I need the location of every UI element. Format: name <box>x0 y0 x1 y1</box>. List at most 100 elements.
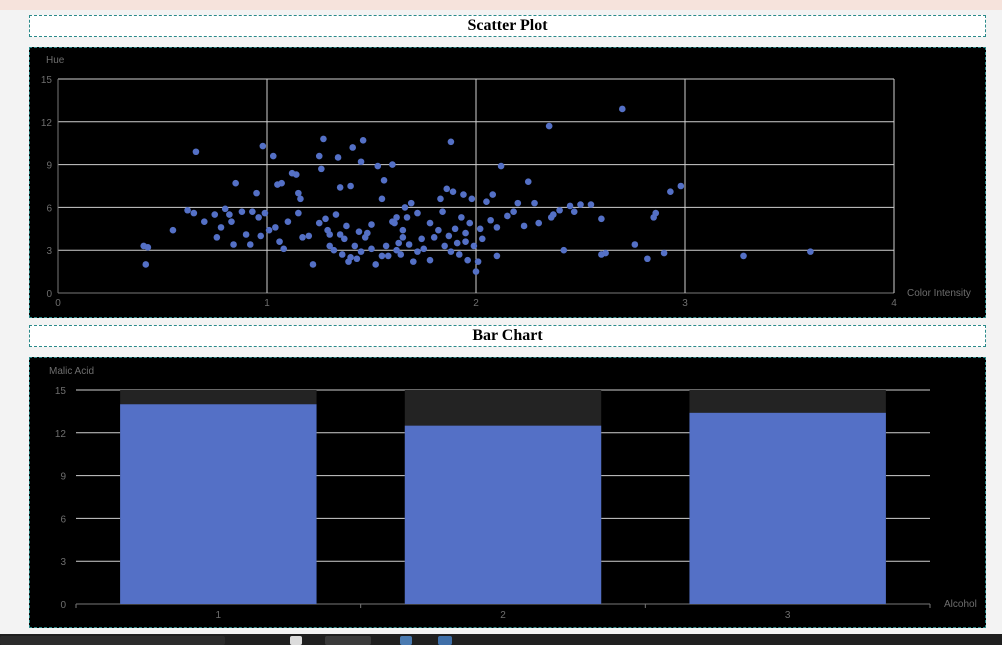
scatter-point <box>336 231 344 238</box>
y-tick-label: 12 <box>41 118 53 129</box>
scatter-point <box>393 214 400 221</box>
scatter-point <box>403 214 411 221</box>
taskbar-app-icon[interactable] <box>438 636 452 645</box>
y-tick-label: 15 <box>41 75 53 86</box>
scatter-point <box>374 162 382 170</box>
scatter-point <box>326 231 334 238</box>
scatter-point <box>382 242 390 250</box>
scatter-point <box>142 261 150 268</box>
scatter-point <box>458 214 465 221</box>
scatter-point <box>336 184 344 191</box>
scatter-point <box>368 221 375 228</box>
scatter-point <box>280 245 288 253</box>
y-axis-label: Hue <box>46 55 65 66</box>
x-tick-label: 2 <box>500 610 506 621</box>
scatter-point <box>460 191 467 198</box>
scatter-point <box>384 252 392 260</box>
scatter-point <box>453 239 461 247</box>
scatter-point <box>295 189 302 197</box>
scatter-point <box>466 219 474 227</box>
scatter-point <box>190 209 198 217</box>
scatter-point <box>242 231 250 238</box>
scatter-point <box>221 205 229 213</box>
scatter-point <box>395 239 402 247</box>
scatter-point <box>226 211 233 218</box>
scatter-point <box>531 199 538 207</box>
taskbar-search-box[interactable] <box>0 636 225 645</box>
taskbar-app-icon[interactable] <box>325 636 371 645</box>
y-tick-label: 0 <box>46 289 52 300</box>
bar <box>120 404 317 604</box>
scatter-point <box>510 208 517 215</box>
scatter-point <box>426 219 434 227</box>
bar-chart-panel: 0 3 6 9 12 15 1 2 3 Malic Acid Alcohol <box>29 357 986 628</box>
y-tick-label: 9 <box>60 472 66 483</box>
scatter-point <box>326 242 334 250</box>
scatter-point <box>399 234 407 241</box>
scatter-point <box>169 226 177 234</box>
scatter-point <box>295 209 302 217</box>
scatter-point <box>353 255 361 263</box>
scatter-point <box>474 258 482 265</box>
scatter-point <box>439 208 446 215</box>
scatter-point <box>299 234 306 241</box>
scatter-point <box>462 238 469 245</box>
scatter-point <box>261 209 269 217</box>
scatter-point <box>550 211 557 218</box>
scatter-point <box>405 241 413 248</box>
scatter-point <box>577 201 584 208</box>
y-tick-label: 9 <box>46 161 52 172</box>
x-tick-label: 1 <box>216 610 222 621</box>
scatter-point <box>255 214 262 221</box>
scatter-point <box>253 189 260 197</box>
scatter-point <box>318 165 325 173</box>
scatter-point <box>497 162 505 170</box>
scatter-point <box>359 137 367 144</box>
scatter-panel-title: Scatter Plot <box>29 15 986 37</box>
scatter-point <box>343 222 350 230</box>
scatter-point <box>228 218 235 225</box>
scatter-point <box>338 251 346 258</box>
y-tick-label: 6 <box>46 203 52 214</box>
taskbar-app-icon[interactable] <box>400 636 412 645</box>
scatter-point <box>602 249 609 257</box>
y-tick-label: 15 <box>55 386 67 397</box>
scatter-point <box>472 268 480 275</box>
scatter-point <box>556 206 563 214</box>
x-tick-label: 1 <box>264 298 270 309</box>
scatter-point <box>341 235 348 243</box>
scatter-point <box>351 242 359 250</box>
scatter-point <box>740 252 747 260</box>
scatter-point <box>201 218 208 225</box>
scatter-point <box>410 258 417 265</box>
scatter-point <box>278 179 285 187</box>
scatter-point <box>213 234 221 241</box>
scatter-point <box>598 215 605 223</box>
scatter-point <box>451 225 459 233</box>
taskbar-app-icon[interactable] <box>290 636 302 645</box>
scatter-point <box>667 188 674 196</box>
scatter-point <box>322 215 329 223</box>
y-axis-label: Malic Acid <box>49 366 94 377</box>
scatter-point <box>447 138 455 146</box>
scatter-point <box>217 224 225 231</box>
x-tick-label: 4 <box>891 298 897 309</box>
scatter-point <box>357 158 365 166</box>
scatter-point <box>297 195 304 203</box>
scatter-point <box>305 232 313 240</box>
scatter-point <box>315 219 323 227</box>
scatter-point <box>407 199 415 207</box>
scatter-point <box>483 198 490 205</box>
scatter-point <box>355 228 363 235</box>
scatter-point <box>514 199 522 207</box>
scatter-point <box>347 182 354 190</box>
scatter-point <box>441 242 448 250</box>
scatter-point <box>389 218 396 225</box>
scatter-point <box>315 152 323 160</box>
scatter-point <box>524 178 532 186</box>
scatter-point <box>631 241 639 248</box>
scatter-point <box>545 122 553 130</box>
scatter-point <box>349 144 356 151</box>
